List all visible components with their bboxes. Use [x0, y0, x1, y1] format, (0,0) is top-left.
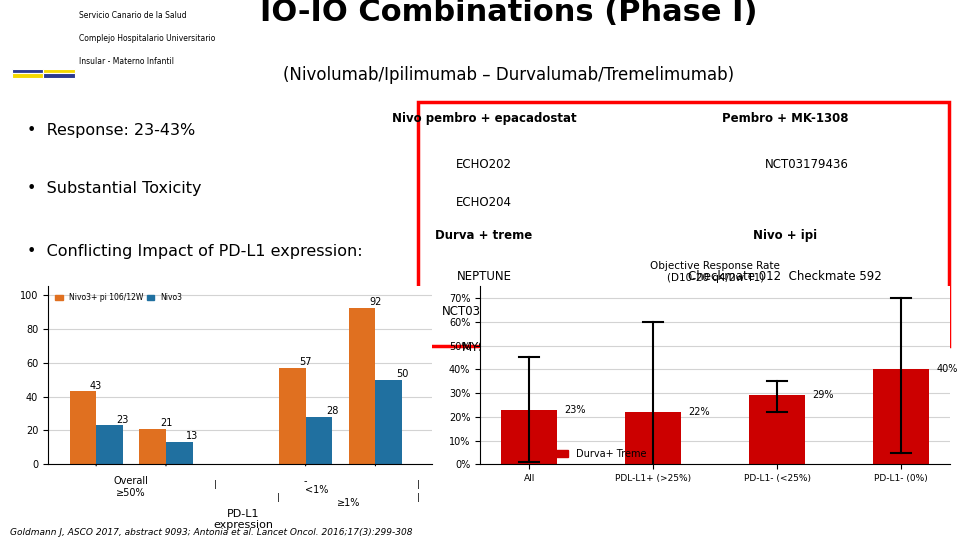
Text: 23: 23 — [116, 415, 129, 424]
Text: |: | — [277, 493, 279, 502]
Bar — [625, 412, 681, 464]
Text: 43: 43 — [90, 381, 103, 390]
Text: 23%: 23% — [564, 405, 587, 415]
Text: Pembro + MK-1308: Pembro + MK-1308 — [722, 112, 848, 125]
Text: Complejo Hospitalario Universitario: Complejo Hospitalario Universitario — [79, 34, 215, 43]
Text: -: - — [304, 476, 307, 487]
Bar — [750, 395, 805, 464]
Text: Checkmate 817  Checkmate 955: Checkmate 817 Checkmate 955 — [688, 305, 881, 318]
Text: Durva + treme: Durva + treme — [435, 229, 533, 242]
Text: NCT03179436: NCT03179436 — [765, 158, 849, 171]
Text: •  Response: 23-43%: • Response: 23-43% — [27, 123, 195, 138]
Bar — [70, 392, 96, 464]
Bar — [139, 429, 166, 464]
Text: |: | — [417, 480, 420, 489]
Text: PD-L1
expression: PD-L1 expression — [213, 509, 274, 530]
Text: 28: 28 — [326, 406, 338, 416]
Bar — [501, 410, 557, 464]
Text: IO-IO Combinations (Phase I): IO-IO Combinations (Phase I) — [260, 0, 757, 27]
Text: (Nivolumab/Ipilimumab – Durvalumab/Tremelimumab): (Nivolumab/Ipilimumab – Durvalumab/Treme… — [283, 66, 734, 84]
Text: Checkmate 568  Checkmate 227: Checkmate 568 Checkmate 227 — [688, 341, 882, 354]
Bar — [375, 380, 402, 464]
Bar — [43, 69, 75, 73]
Legend: Nivo3+ pi 106/12W, Nivo3: Nivo3+ pi 106/12W, Nivo3 — [52, 290, 185, 305]
Text: Servicio Canario de la Salud: Servicio Canario de la Salud — [79, 11, 186, 20]
Bar — [166, 442, 193, 464]
Bar — [12, 73, 43, 78]
Text: 40%: 40% — [936, 364, 958, 374]
Text: ECHO202: ECHO202 — [456, 158, 512, 171]
Text: Checkmate 012  Checkmate 592: Checkmate 012 Checkmate 592 — [688, 270, 882, 283]
Text: Nivo pembro + epacadostat: Nivo pembro + epacadostat — [392, 112, 576, 125]
Text: |: | — [417, 493, 420, 502]
Text: 57: 57 — [300, 357, 312, 367]
Text: •  Substantial Toxicity: • Substantial Toxicity — [27, 181, 202, 197]
Text: •  Conflicting Impact of PD-L1 expression:: • Conflicting Impact of PD-L1 expression… — [27, 244, 363, 259]
Text: 92: 92 — [370, 298, 382, 307]
Text: NEPTUNE: NEPTUNE — [456, 270, 512, 283]
Bar — [348, 308, 375, 464]
Text: 13: 13 — [186, 431, 199, 442]
Text: MYSTIC: MYSTIC — [462, 341, 506, 354]
Text: Overall
≥50%: Overall ≥50% — [113, 476, 149, 498]
Bar — [874, 369, 929, 464]
Title: Objective Response Rate
(D10-20 q4/2w T1): Objective Response Rate (D10-20 q4/2w T1… — [650, 261, 780, 282]
Text: Goldmann J, ASCO 2017, abstract 9093; Antonia et al. Lancet Oncol. 2016;17(3):29: Goldmann J, ASCO 2017, abstract 9093; An… — [10, 528, 412, 537]
Bar — [279, 368, 305, 464]
Bar — [43, 73, 75, 78]
Text: 22%: 22% — [688, 407, 710, 417]
Text: ≥1%: ≥1% — [337, 498, 360, 508]
Text: Nivo + ipi: Nivo + ipi — [753, 229, 817, 242]
Text: Insular - Materno Infantil: Insular - Materno Infantil — [79, 57, 174, 66]
Text: 29%: 29% — [812, 390, 834, 401]
Bar — [12, 69, 43, 73]
Text: 21: 21 — [159, 418, 172, 428]
Text: ECHO204: ECHO204 — [456, 196, 512, 209]
Text: |: | — [214, 480, 217, 489]
Text: <1%: <1% — [305, 485, 328, 495]
Bar — [305, 417, 332, 464]
Legend: Durva+ Treme: Durva+ Treme — [545, 446, 650, 463]
Bar — [96, 426, 123, 464]
Text: 50: 50 — [396, 369, 408, 379]
Text: NCT03057106: NCT03057106 — [443, 305, 526, 318]
